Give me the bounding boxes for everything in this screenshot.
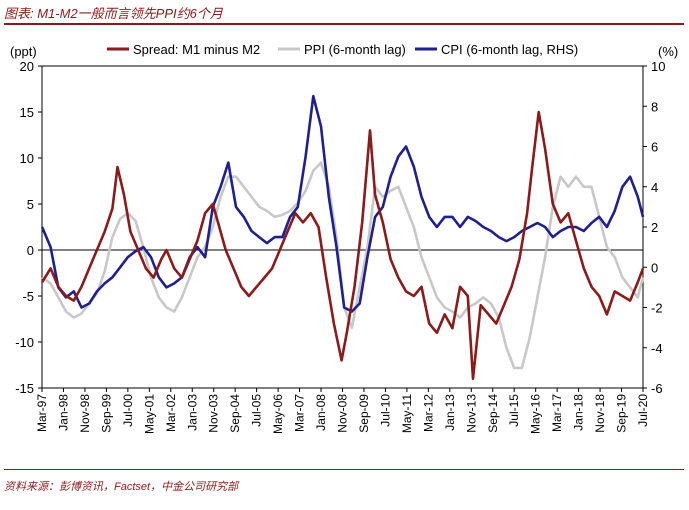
x-tick-label: Mar-12	[421, 394, 435, 432]
left-tick-label: -15	[15, 381, 34, 396]
x-tick-label: Sep-04	[228, 394, 242, 433]
x-tick-label: Jan-98	[56, 394, 70, 431]
left-axis-unit: (ppt)	[10, 44, 37, 59]
right-axis-unit: (%)	[658, 44, 678, 59]
left-tick-label: 15	[20, 105, 34, 120]
chart-title: 图表: M1-M2一般而言领先PPI约6个月	[4, 6, 223, 21]
x-tick-label: Jan-03	[185, 394, 199, 431]
x-tick-label: Jan-08	[314, 394, 328, 431]
series-group	[40, 94, 645, 381]
x-tick-label: Mar-17	[550, 394, 564, 432]
footer-rule	[4, 469, 684, 470]
title-rule	[4, 23, 684, 25]
x-tick-label: May-11	[400, 394, 414, 433]
source-note: 资料来源：彭博资讯，Factset，中金公司研究部	[4, 481, 239, 493]
x-tick-label: Nov-03	[207, 394, 221, 433]
series-line-1	[41, 161, 645, 370]
x-tick-label: Sep-99	[99, 394, 113, 433]
x-tick-label: Jul-15	[507, 394, 521, 427]
x-tick-label: Sep-19	[615, 394, 629, 433]
x-tick-label: Mar-07	[293, 394, 307, 432]
legend-label: Spread: M1 minus M2	[133, 42, 260, 57]
right-tick-label: 2	[651, 220, 658, 235]
x-tick-label: Sep-09	[357, 394, 371, 433]
x-tick-label: May-06	[271, 394, 285, 434]
left-tick-label: -10	[15, 335, 34, 350]
x-tick-label: Sep-14	[486, 394, 500, 433]
right-tick-label: 4	[651, 180, 658, 195]
x-tick-label: Mar-02	[164, 394, 178, 432]
left-tick-label: 0	[27, 243, 34, 258]
right-tick-label: -6	[651, 381, 663, 396]
x-tick-label: Jul-20	[636, 394, 650, 427]
axes: -15 -10 -5 0 5 10 15 20 -6 -4 -2 0 2 4 6 8 10 Mar-97 Jan-9…	[15, 59, 665, 434]
right-tick-label: -4	[651, 341, 663, 356]
left-tick-label: 10	[20, 151, 34, 166]
x-tick-label: Mar-97	[35, 394, 49, 432]
x-tick-label: Nov-13	[464, 394, 478, 433]
x-tick-label: Jul-10	[378, 394, 392, 427]
x-tick-label: Jul-05	[250, 394, 264, 427]
left-tick-label: 5	[27, 197, 34, 212]
right-tick-label: -2	[651, 301, 663, 316]
left-tick-label: -5	[22, 289, 34, 304]
right-tick-label: 8	[651, 99, 658, 114]
right-tick-label: 0	[651, 260, 658, 275]
right-tick-label: 10	[651, 59, 665, 74]
x-tick-label: Jul-00	[121, 394, 135, 427]
x-tick-label: Jan-18	[572, 394, 586, 431]
plot-frame	[41, 65, 644, 389]
left-tick-label: 20	[20, 59, 34, 74]
chart: -15 -10 -5 0 5 10 15 20 -6 -4 -2 0 2 4 6 8 10 Mar-97 Jan-9…	[10, 42, 678, 434]
series-line-0	[40, 110, 645, 381]
x-tick-label: Nov-18	[593, 394, 607, 433]
right-tick-label: 6	[651, 140, 658, 155]
legend: Spread: M1 minus M2 PPI (6-month lag) CPI …	[107, 42, 578, 57]
legend-label: PPI (6-month lag)	[304, 42, 406, 57]
x-tick-label: Nov-08	[336, 394, 350, 433]
x-tick-label: Jan-13	[443, 394, 457, 431]
x-tick-label: May-01	[142, 394, 156, 434]
series-line-2	[40, 94, 645, 313]
x-tick-label: May-16	[529, 394, 543, 434]
x-tick-label: Nov-98	[78, 394, 92, 433]
legend-label: CPI (6-month lag, RHS)	[441, 42, 578, 57]
